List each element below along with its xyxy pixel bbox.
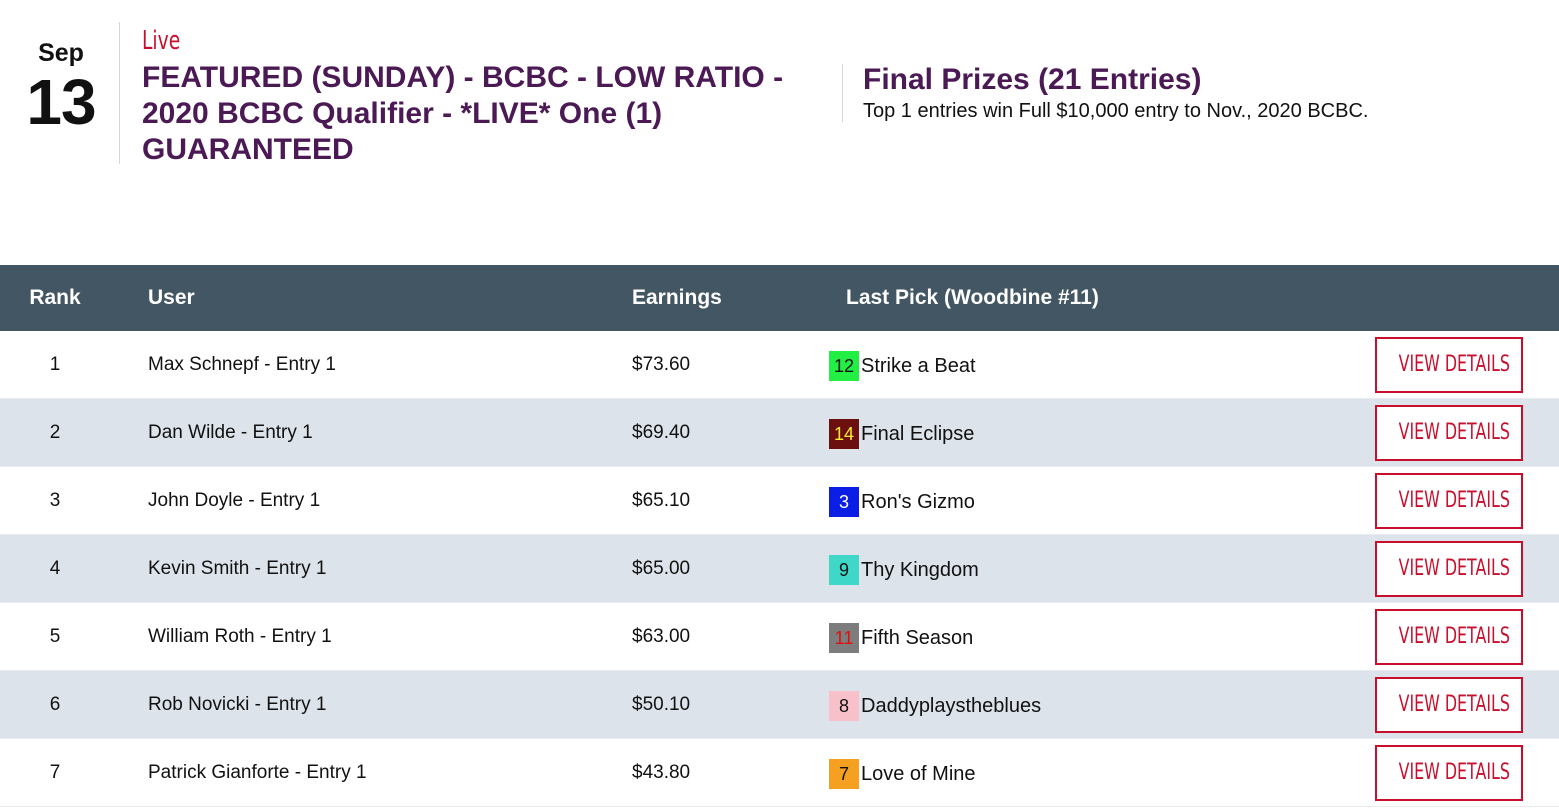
prizes-divider [842, 64, 843, 122]
last-pick-cell: 12 Strike a Beat [829, 331, 976, 399]
horse-name: Fifth Season [861, 627, 974, 649]
user-cell: William Roth - Entry 1 [148, 626, 332, 647]
view-details-label: VIEW DETAILS [1398, 352, 1510, 377]
user-cell: John Doyle - Entry 1 [148, 490, 321, 511]
rank-cell: 4 [49, 558, 61, 579]
horse-name: Love of Mine [861, 763, 976, 785]
user-cell: Max Schnepf - Entry 1 [148, 354, 336, 375]
earnings-cell: $43.80 [632, 762, 691, 783]
table-row: 6 Rob Novicki - Entry 1 $50.10 8 Daddypl… [0, 671, 1559, 739]
rank-cell: 3 [49, 490, 61, 511]
table-row: 2 Dan Wilde - Entry 1 $69.40 14 Final Ec… [0, 399, 1559, 467]
leaderboard-table: Rank User Earnings Last Pick (Woodbine #… [0, 265, 1559, 807]
prizes-description: Top 1 entries win Full $10,000 entry to … [863, 100, 1369, 122]
program-number-badge: 14 [829, 419, 859, 449]
status-badge: Live [142, 26, 181, 56]
program-number-badge: 7 [829, 759, 859, 789]
view-details-label: VIEW DETAILS [1398, 420, 1510, 445]
prizes-title: Final Prizes (21 Entries) [863, 63, 1202, 96]
user-cell: Rob Novicki - Entry 1 [148, 694, 327, 715]
contest-title: FEATURED (SUNDAY) - BCBC - LOW RATIO - 2… [142, 61, 784, 166]
earnings-cell: $50.10 [632, 694, 691, 715]
header-rank: Rank [29, 286, 81, 309]
rank-cell: 7 [49, 762, 61, 783]
header-divider [119, 22, 120, 164]
header-user: User [148, 286, 195, 309]
rank-cell: 2 [49, 422, 61, 443]
view-details-button[interactable]: VIEW DETAILS [1375, 609, 1523, 665]
earnings-cell: $63.00 [632, 626, 691, 647]
view-details-label: VIEW DETAILS [1398, 624, 1510, 649]
table-row: 1 Max Schnepf - Entry 1 $73.60 12 Strike… [0, 331, 1559, 399]
rank-cell: 5 [49, 626, 61, 647]
user-cell: Patrick Gianforte - Entry 1 [148, 762, 367, 783]
header-earnings: Earnings [632, 286, 722, 309]
last-pick-cell: 3 Ron's Gizmo [829, 467, 975, 535]
earnings-cell: $69.40 [632, 422, 691, 443]
contest-header: Sep 13 Live FEATURED (SUNDAY) - BCBC - L… [0, 0, 1559, 265]
prizes-block: Final Prizes (21 Entries) Top 1 entries … [863, 62, 1543, 124]
program-number-badge: 3 [829, 487, 859, 517]
view-details-button[interactable]: VIEW DETAILS [1375, 473, 1523, 529]
table-row: 5 William Roth - Entry 1 $63.00 11 Fifth… [0, 603, 1559, 671]
contest-title-block: Live FEATURED (SUNDAY) - BCBC - LOW RATI… [142, 22, 822, 168]
view-details-label: VIEW DETAILS [1398, 760, 1510, 785]
last-pick-cell: 11 Fifth Season [829, 603, 973, 671]
user-cell: Dan Wilde - Entry 1 [148, 422, 313, 443]
horse-name: Strike a Beat [861, 355, 976, 377]
earnings-cell: $65.10 [632, 490, 691, 511]
view-details-button[interactable]: VIEW DETAILS [1375, 541, 1523, 597]
rank-cell: 1 [49, 354, 61, 375]
table-body: 1 Max Schnepf - Entry 1 $73.60 12 Strike… [0, 331, 1559, 807]
header-last-pick: Last Pick (Woodbine #11) [846, 286, 1099, 309]
view-details-button[interactable]: VIEW DETAILS [1375, 337, 1523, 393]
view-details-label: VIEW DETAILS [1398, 692, 1510, 717]
earnings-cell: $73.60 [632, 354, 691, 375]
horse-name: Thy Kingdom [861, 559, 979, 581]
view-details-button[interactable]: VIEW DETAILS [1375, 677, 1523, 733]
program-number-badge: 9 [829, 555, 859, 585]
horse-name: Daddyplaystheblues [861, 695, 1042, 717]
table-header: Rank User Earnings Last Pick (Woodbine #… [0, 265, 1559, 331]
last-pick-cell: 9 Thy Kingdom [829, 535, 979, 603]
table-row: 7 Patrick Gianforte - Entry 1 $43.80 7 L… [0, 739, 1559, 807]
view-details-label: VIEW DETAILS [1398, 556, 1510, 581]
view-details-label: VIEW DETAILS [1398, 488, 1510, 513]
horse-name: Ron's Gizmo [861, 491, 975, 513]
program-number-badge: 8 [829, 691, 859, 721]
view-details-button[interactable]: VIEW DETAILS [1375, 745, 1523, 801]
table-row: 3 John Doyle - Entry 1 $65.10 3 Ron's Gi… [0, 467, 1559, 535]
table-row: 4 Kevin Smith - Entry 1 $65.00 9 Thy Kin… [0, 535, 1559, 603]
program-number-badge: 11 [829, 623, 859, 653]
last-pick-cell: 8 Daddyplaystheblues [829, 671, 1041, 739]
contest-date: Sep 13 [20, 38, 102, 134]
rank-cell: 6 [49, 694, 61, 715]
last-pick-cell: 14 Final Eclipse [829, 399, 974, 467]
date-month: Sep [38, 39, 84, 67]
earnings-cell: $65.00 [632, 558, 691, 579]
date-day: 13 [26, 66, 96, 138]
view-details-button[interactable]: VIEW DETAILS [1375, 405, 1523, 461]
user-cell: Kevin Smith - Entry 1 [148, 558, 327, 579]
last-pick-cell: 7 Love of Mine [829, 739, 976, 807]
program-number-badge: 12 [829, 351, 859, 381]
horse-name: Final Eclipse [861, 423, 975, 445]
